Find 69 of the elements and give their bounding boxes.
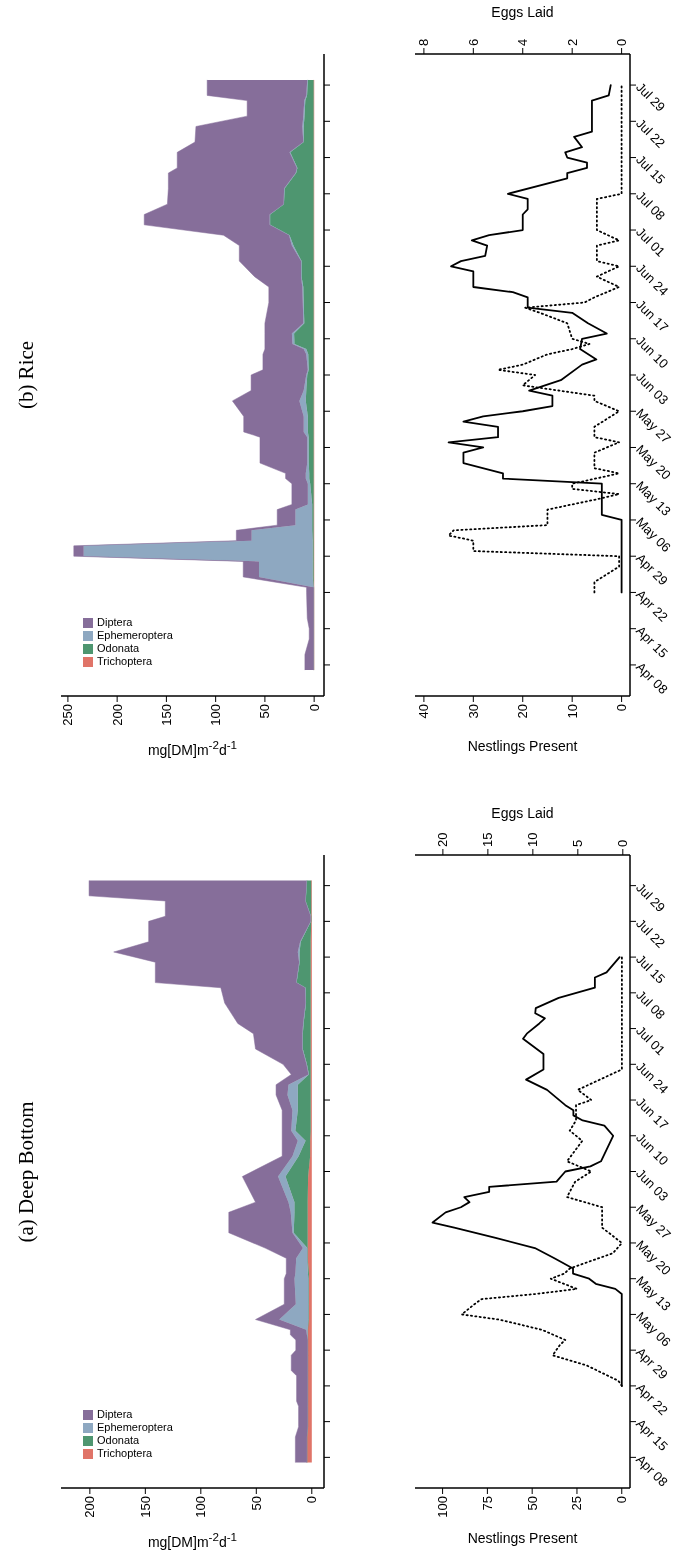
x-tick-label: 200 bbox=[82, 1496, 98, 1518]
x-tick-label: 25 bbox=[569, 1496, 585, 1511]
x-axis-title: mg[DM]m$^{-2}$d$^{-1}$ bbox=[147, 738, 238, 758]
x2-tick-label: 2 bbox=[564, 38, 580, 46]
text: (b) Rice bbox=[13, 340, 39, 410]
x-tick-label: 75 bbox=[479, 1496, 495, 1511]
x-tick-label: 200 bbox=[109, 704, 125, 726]
y-tick-label: Jul 29 bbox=[633, 879, 669, 916]
y-tick-label: Jul 08 bbox=[633, 987, 669, 1023]
x2-tick-label: 4 bbox=[515, 38, 531, 46]
x2-axis-title: Eggs Laid bbox=[491, 805, 554, 821]
x-tick-label: 50 bbox=[524, 1496, 540, 1511]
y-tick-label: Apr 08 bbox=[633, 1451, 671, 1490]
y-tick-label: Apr 08 bbox=[633, 659, 671, 697]
y-tick-label: Jul 29 bbox=[633, 79, 669, 115]
x-tick-label: 50 bbox=[257, 704, 273, 719]
y-tick-label: Jul 22 bbox=[633, 115, 669, 151]
x-tick-label: 150 bbox=[158, 704, 174, 726]
y-tick-label: Jun 24 bbox=[633, 1058, 672, 1097]
legend-label: Ephemeroptera bbox=[97, 629, 173, 642]
x2-tick-label: 0 bbox=[615, 839, 631, 847]
legend-label: Ephemeroptera bbox=[97, 1421, 173, 1434]
x-tick-label: 100 bbox=[435, 1496, 451, 1518]
y-tick-label: Apr 22 bbox=[633, 1380, 671, 1418]
x2-tick-label: 20 bbox=[435, 832, 451, 847]
x-tick-label: 0 bbox=[614, 1496, 630, 1504]
x-tick-label: 20 bbox=[515, 704, 531, 719]
y-tick-label: Apr 22 bbox=[633, 586, 671, 625]
y-tick-label: Jul 15 bbox=[633, 151, 669, 188]
x2-axis-title: Eggs Laid bbox=[491, 4, 554, 20]
y-tick-label: Jul 01 bbox=[633, 224, 669, 260]
x-axis-title: mg[DM]m$^{-2}$d$^{-1}$ bbox=[147, 1530, 238, 1550]
legend-label: Odonata bbox=[97, 1434, 140, 1447]
y-tick-label: Jul 22 bbox=[633, 915, 669, 951]
x2-tick-label: 6 bbox=[465, 38, 481, 46]
x-tick-label: 100 bbox=[208, 704, 224, 726]
x-tick-label: 0 bbox=[304, 1496, 320, 1504]
legend-label: Diptera bbox=[97, 1408, 133, 1421]
x-tick-label: 250 bbox=[60, 704, 76, 726]
x2-tick-label: 15 bbox=[480, 832, 496, 847]
x-tick-label: 150 bbox=[137, 1496, 153, 1518]
y-tick-label: Jun 17 bbox=[633, 1094, 672, 1133]
legend-label: Odonata bbox=[97, 642, 140, 655]
x2-tick-label: 8 bbox=[416, 38, 432, 46]
x-tick-label: 50 bbox=[248, 1496, 264, 1511]
y-tick-label: Jul 15 bbox=[633, 951, 669, 987]
x-tick-label: 0 bbox=[614, 704, 630, 712]
y-tick-label: Jun 24 bbox=[633, 260, 672, 299]
y-tick-label: Jun 17 bbox=[633, 296, 672, 336]
y-tick-label: Jun 10 bbox=[633, 333, 672, 372]
x-axis-title: Nestlings Present bbox=[467, 1530, 578, 1546]
legend-label: Trichoptera bbox=[97, 1447, 153, 1460]
y-tick-label: Apr 15 bbox=[633, 1415, 671, 1454]
legend-label: Diptera bbox=[97, 616, 133, 629]
x2-tick-label: 10 bbox=[525, 832, 541, 847]
x-tick-label: 10 bbox=[564, 704, 580, 719]
text: (a) Deep Bottom bbox=[13, 1100, 39, 1243]
y-tick-label: Jul 01 bbox=[633, 1022, 669, 1059]
x-tick-label: 100 bbox=[193, 1496, 209, 1518]
x-tick-label: 40 bbox=[416, 704, 432, 719]
x2-tick-label: 0 bbox=[614, 38, 630, 46]
y-tick-label: Jun 03 bbox=[633, 369, 672, 408]
x-tick-label: 0 bbox=[306, 704, 322, 712]
x-tick-label: 30 bbox=[465, 704, 481, 719]
x-axis-title: Nestlings Present bbox=[467, 738, 578, 754]
y-tick-label: Jul 08 bbox=[633, 188, 669, 224]
y-tick-label: Apr 15 bbox=[633, 623, 671, 661]
x2-tick-label: 5 bbox=[570, 839, 586, 847]
legend-label: Trichoptera bbox=[97, 655, 153, 668]
